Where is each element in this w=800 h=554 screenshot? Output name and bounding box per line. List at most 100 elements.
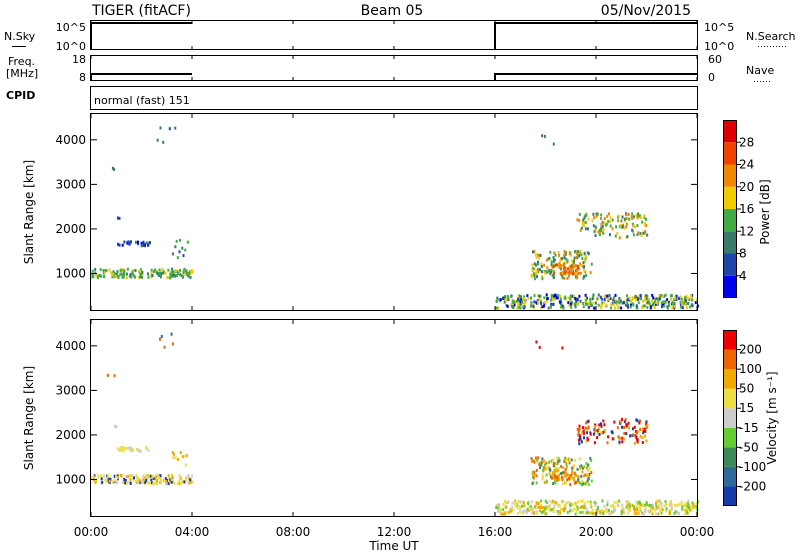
power-data-point bbox=[558, 300, 561, 304]
velocity-data-point bbox=[643, 427, 646, 431]
power-data-point bbox=[582, 265, 585, 269]
power-data-point bbox=[649, 306, 652, 310]
power-colorbar-segment bbox=[723, 231, 737, 254]
x-axis-ticks: 00:00 04:00 08:00 12:00 16:00 20:00 00:00 bbox=[74, 21, 714, 539]
power-data-point bbox=[560, 264, 563, 268]
velocity-data-point bbox=[632, 427, 634, 431]
velocity-data-point bbox=[561, 471, 564, 475]
power-data-point bbox=[566, 267, 569, 271]
power-colorbar-tick-label: 4 bbox=[739, 269, 747, 283]
power-data-point bbox=[558, 262, 561, 266]
velocity-data-point bbox=[648, 504, 651, 507]
velocity-colorbar-segment bbox=[723, 330, 737, 350]
power-data-point bbox=[597, 230, 600, 234]
power-data-point bbox=[643, 214, 646, 218]
velocity-data-point bbox=[551, 476, 553, 480]
power-data-point bbox=[564, 270, 567, 274]
power-data-point bbox=[549, 250, 552, 254]
power-data-point bbox=[108, 268, 111, 272]
velocity-data-point bbox=[695, 505, 698, 509]
velocity-data-point bbox=[660, 501, 663, 505]
velocity-data-point bbox=[97, 476, 100, 479]
velocity-data-point bbox=[586, 474, 589, 478]
velocity-data-point bbox=[534, 505, 537, 508]
velocity-data-point bbox=[578, 433, 581, 437]
power-data-point bbox=[536, 298, 539, 302]
velocity-data-point bbox=[536, 511, 539, 515]
velocity-data-point bbox=[168, 477, 170, 481]
velocity-data-point bbox=[578, 457, 581, 461]
power-data-point bbox=[639, 232, 642, 236]
power-data-point bbox=[642, 299, 645, 303]
power-data-point bbox=[681, 306, 684, 309]
x-tick-label: 12:00 bbox=[377, 525, 412, 539]
cpid-label: CPID bbox=[6, 89, 35, 102]
velocity-data-point bbox=[131, 449, 134, 452]
power-data-point bbox=[170, 273, 173, 277]
power-data-point bbox=[519, 302, 522, 306]
power-data-point bbox=[631, 296, 634, 300]
power-data-point bbox=[563, 249, 566, 253]
velocity-data-point bbox=[171, 451, 174, 455]
power-data-point bbox=[625, 213, 628, 217]
velocity-data-point bbox=[579, 511, 582, 514]
velocity-data-point bbox=[595, 509, 598, 513]
power-data-point bbox=[594, 306, 597, 310]
power-data-point bbox=[604, 304, 607, 308]
velocity-data-point bbox=[531, 500, 534, 504]
velocity-data-point bbox=[549, 499, 552, 503]
velocity-colorbar-tick-label: 50 bbox=[739, 382, 754, 396]
power-data-point bbox=[593, 306, 596, 310]
power-data-point bbox=[544, 271, 547, 275]
power-data-point bbox=[636, 216, 639, 220]
velocity-data-point bbox=[541, 477, 544, 481]
velocity-data-point bbox=[572, 464, 575, 468]
power-data-point bbox=[608, 293, 611, 297]
velocity-data-point bbox=[186, 474, 189, 478]
freq-label-line1: Freq. bbox=[8, 55, 35, 68]
power-data-point bbox=[141, 275, 143, 279]
power-data-point bbox=[158, 272, 161, 275]
power-data-point bbox=[596, 297, 599, 301]
velocity-data-point bbox=[136, 479, 138, 483]
velocity-data-point bbox=[623, 420, 626, 424]
velocity-colorbar-tick-label: 200 bbox=[739, 343, 762, 357]
power-data-point bbox=[546, 297, 549, 301]
power-data-point bbox=[570, 294, 573, 298]
power-data-point bbox=[550, 263, 553, 267]
velocity-data-point bbox=[184, 454, 187, 458]
velocity-data-point bbox=[531, 508, 534, 512]
velocity-data-point bbox=[557, 510, 560, 513]
power-data-point bbox=[512, 306, 515, 309]
power-data-point bbox=[591, 219, 594, 223]
velocity-data-point bbox=[633, 509, 636, 513]
velocity-data-point bbox=[675, 511, 678, 515]
power-data-point bbox=[95, 274, 98, 278]
velocity-data-point bbox=[620, 508, 623, 512]
velocity-data-point bbox=[537, 456, 540, 460]
velocity-data-point bbox=[593, 503, 596, 507]
velocity-data-point bbox=[571, 469, 574, 473]
nsky-trace-0 bbox=[90, 22, 192, 49]
power-data-point bbox=[167, 268, 170, 272]
velocity-data-point bbox=[152, 477, 155, 481]
power-data-point bbox=[643, 295, 646, 299]
velocity-data-point bbox=[578, 427, 581, 431]
power-data-point bbox=[678, 296, 681, 300]
power-data-point bbox=[523, 299, 526, 303]
velocity-data-point bbox=[685, 508, 688, 512]
power-data-point bbox=[540, 306, 543, 310]
power-y-ticks: 1000 2000 3000 4000 bbox=[55, 133, 697, 280]
power-data-point bbox=[97, 274, 100, 278]
power-data-point bbox=[569, 251, 572, 255]
power-data-point bbox=[182, 271, 185, 274]
nsearch-top-tick: 10^5 bbox=[704, 21, 734, 34]
power-data-point bbox=[600, 213, 603, 217]
power-data-point bbox=[560, 267, 562, 271]
velocity-data-point bbox=[645, 500, 648, 504]
power-data-point bbox=[141, 270, 144, 274]
power-data-point bbox=[99, 268, 102, 272]
velocity-data-point bbox=[592, 512, 595, 516]
velocity-data-point bbox=[552, 464, 555, 468]
power-data-point bbox=[578, 271, 580, 275]
